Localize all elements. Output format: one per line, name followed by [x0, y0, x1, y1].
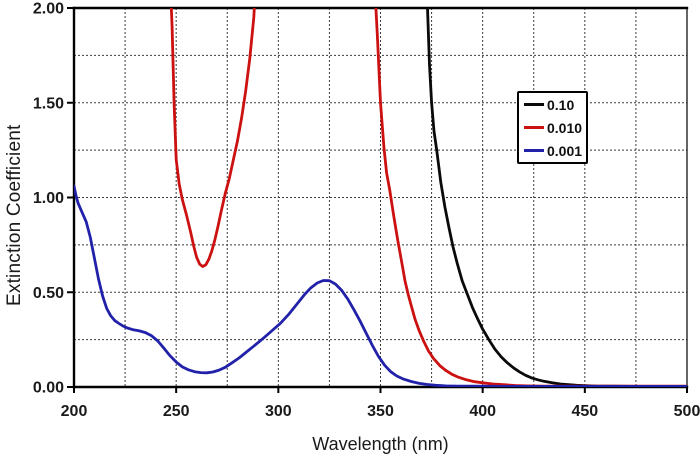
legend: 0.10 0.010 0.001 [517, 91, 588, 164]
y-axis-title: Extinction Coefficient [4, 124, 25, 306]
legend-item-label: 0.001 [547, 142, 583, 159]
legend-line-swatch [524, 149, 544, 152]
series-line-0-001 [74, 184, 687, 387]
ticks [67, 7, 688, 393]
gridlines [74, 8, 687, 387]
x-tick-label: 300 [265, 403, 292, 420]
legend-item: 0.010 [524, 116, 586, 139]
legend-item: 0.10 [524, 93, 586, 116]
y-tick-label: 1.50 [33, 95, 64, 112]
x-tick-label: 200 [61, 403, 88, 420]
legend-item: 0.001 [524, 139, 586, 162]
legend-item-label: 0.010 [547, 119, 583, 136]
x-tick-label: 500 [674, 403, 700, 420]
series-line-0-10 [426, 8, 687, 387]
legend-line-swatch [524, 103, 544, 106]
legend-item-label: 0.10 [547, 96, 575, 113]
y-tick-label: 0.50 [33, 285, 64, 302]
x-tick-label: 350 [367, 403, 394, 420]
x-axis-title: Wavelength (nm) [312, 434, 449, 454]
legend-line-swatch [524, 126, 544, 129]
tick-labels: 200 250 300 350 400 450 500 0.00 0.50 1.00 1.50 2.0… [33, 1, 700, 421]
x-tick-label: 450 [571, 403, 598, 420]
y-tick-label: 1.00 [33, 190, 64, 207]
series-curves [74, 8, 687, 387]
x-tick-label: 250 [163, 403, 190, 420]
series-line-0-010 [169, 8, 687, 387]
y-tick-label: 2.00 [33, 1, 64, 18]
x-tick-label: 400 [469, 403, 496, 420]
y-tick-label: 0.00 [33, 380, 64, 397]
